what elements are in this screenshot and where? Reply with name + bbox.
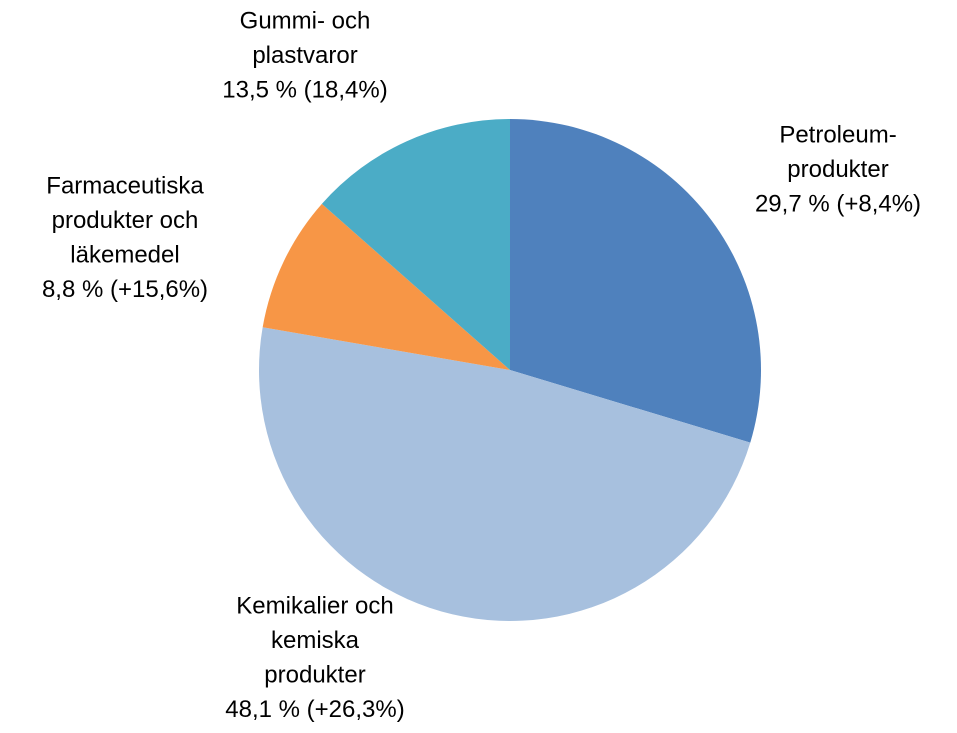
category-label: Farmaceutiska bbox=[46, 172, 204, 199]
category-label: Kemikalier och bbox=[236, 592, 393, 619]
category-label: produkter bbox=[787, 156, 888, 183]
pie-slice bbox=[262, 203, 510, 370]
value-label: 29,7 % (+8,4%) bbox=[755, 190, 921, 217]
category-label: Petroleum- bbox=[779, 121, 896, 148]
value-label: 48,1 % (+26,3%) bbox=[225, 696, 404, 723]
category-label: produkter och bbox=[52, 207, 199, 234]
value-label: 13,5 % (18,4%) bbox=[222, 76, 387, 103]
category-label: plastvaror bbox=[252, 42, 357, 69]
category-label: kemiska bbox=[271, 627, 360, 654]
pie-slice bbox=[258, 327, 751, 622]
category-label: produkter bbox=[264, 661, 365, 688]
category-label: Gummi- och bbox=[240, 7, 371, 34]
value-label: 8,8 % (+15,6%) bbox=[42, 276, 208, 303]
pie-slice bbox=[321, 118, 510, 370]
pie-slice bbox=[510, 119, 762, 443]
category-label: läkemedel bbox=[70, 241, 179, 268]
